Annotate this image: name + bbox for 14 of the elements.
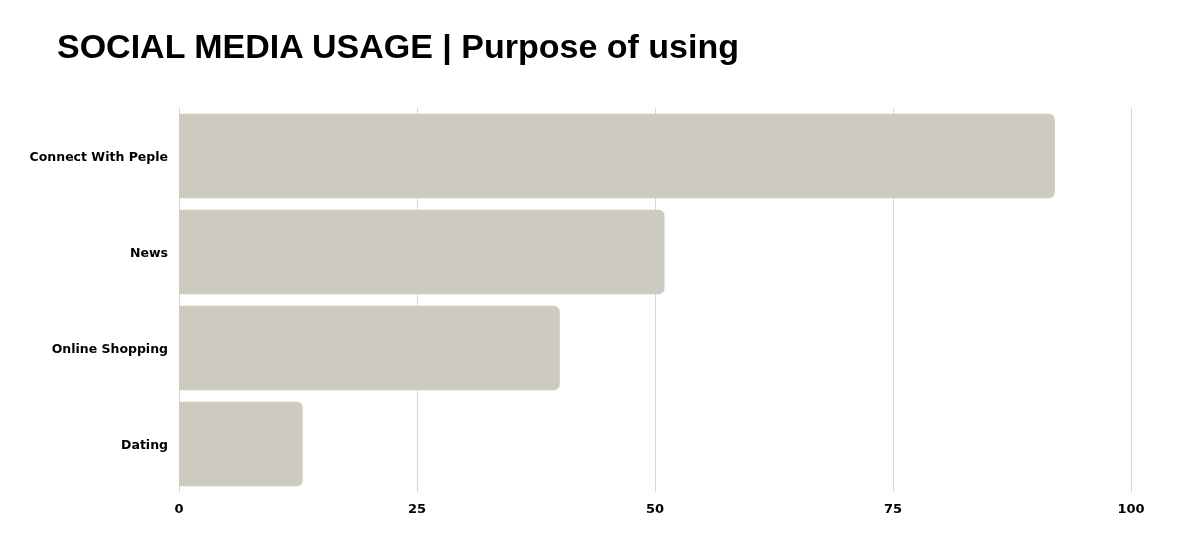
bar — [179, 209, 665, 295]
y-tick-label: Connect With Peple — [29, 148, 168, 164]
x-tick-label: 75 — [883, 501, 903, 516]
y-tick-label: News — [130, 244, 168, 260]
y-tick-label: Dating — [121, 436, 168, 452]
x-tick-label: 25 — [407, 501, 427, 516]
bar — [179, 113, 1055, 199]
x-tick-label: 100 — [1117, 501, 1145, 516]
bar — [179, 305, 560, 391]
y-tick-label: Online Shopping — [51, 340, 168, 356]
bar — [179, 401, 303, 487]
x-tick-label: 0 — [174, 501, 184, 516]
chart-title: SOCIAL MEDIA USAGE | Purpose of using — [57, 27, 740, 65]
x-tick-label: 50 — [645, 501, 665, 516]
